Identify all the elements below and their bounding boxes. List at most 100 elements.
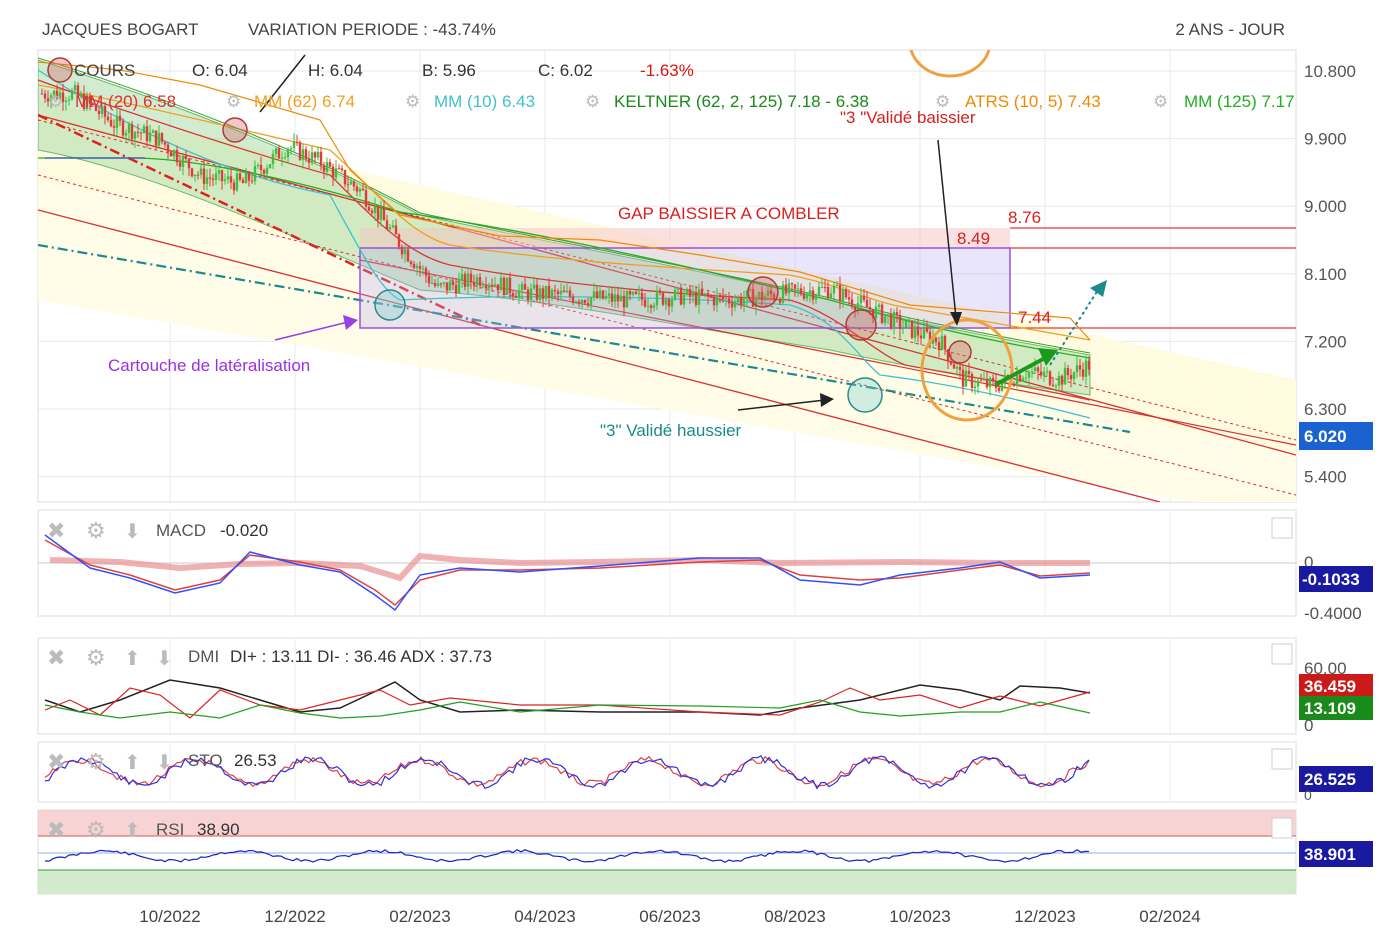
legend-mm10[interactable]: ⚙ MM (10) 6.43 (405, 92, 535, 111)
candle-body (892, 312, 896, 329)
legend-atrs[interactable]: ⚙ ATRS (10, 5) 7.43 (935, 92, 1101, 111)
candle-body (520, 284, 524, 291)
close-icon[interactable]: ✖ (47, 645, 65, 670)
candle-body (394, 225, 398, 235)
legend-cours[interactable]: COURS (74, 61, 135, 80)
legend-mm125[interactable]: ⚙ MM (125) 7.17 (1153, 92, 1295, 111)
gear-icon[interactable]: ⚙ (86, 817, 106, 842)
candle-body (877, 304, 881, 307)
candle-body (1084, 360, 1088, 377)
candle-body (694, 292, 698, 305)
legend-keltner[interactable]: ⚙ KELTNER (62, 2, 125) 7.18 - 6.38 (585, 92, 869, 111)
gear-icon[interactable]: ⚙ (86, 518, 106, 543)
last-price-badge (1299, 422, 1373, 450)
candle-body (151, 130, 155, 133)
macd-signal-line (44, 539, 1091, 606)
candle-body (760, 291, 764, 301)
candle-body (175, 150, 179, 163)
gear-icon[interactable]: ⚙ (1153, 92, 1168, 111)
candle-body (328, 162, 332, 167)
candle-body (799, 288, 803, 295)
candle-body (253, 165, 257, 182)
candle-body (256, 164, 260, 166)
candle-body (106, 116, 110, 120)
arrow-down-icon[interactable]: ⬇ (156, 648, 173, 670)
checkbox[interactable] (1271, 643, 1293, 665)
checkbox[interactable] (1271, 748, 1293, 770)
gear-icon[interactable]: ⚙ (405, 92, 420, 111)
candle-body (985, 379, 989, 388)
candle-body (289, 147, 293, 150)
candle-body (916, 326, 920, 336)
close-icon[interactable]: ✖ (47, 817, 65, 842)
candle-body (109, 119, 113, 127)
gear-icon[interactable]: ⚙ (86, 749, 106, 774)
close-icon[interactable]: ✖ (47, 518, 65, 543)
adx-line (44, 679, 1091, 716)
candle-body (52, 90, 56, 96)
candle-body (298, 142, 302, 160)
dmi-tick-60: 60.00 (1304, 659, 1347, 678)
gear-icon[interactable]: ⚙ (86, 645, 106, 670)
arrow-up-icon[interactable]: ⬆ (124, 820, 141, 842)
sto-last-label: 26.525 (1304, 770, 1356, 789)
candle-body (988, 377, 992, 388)
candle-body (421, 268, 425, 270)
dmi-grid (169, 638, 1171, 734)
candle-body (1042, 371, 1046, 376)
legend-mm20[interactable]: ⚙ MM (20) 6.58 (48, 92, 176, 111)
candle-body (478, 277, 482, 286)
close-icon[interactable]: ✖ (47, 749, 65, 774)
candle-body (58, 92, 62, 99)
candle-body (964, 370, 968, 387)
candle-body (661, 292, 665, 305)
candle-body (127, 124, 131, 133)
pivot-circle-3 (747, 276, 779, 308)
gear-icon[interactable]: ⚙ (935, 92, 950, 111)
candle-body (739, 297, 743, 306)
candle-body (265, 168, 269, 174)
candle-body (118, 115, 122, 121)
candle-body (979, 380, 983, 382)
gear-icon[interactable]: ⚙ (226, 92, 241, 111)
candle-body (745, 290, 749, 300)
di-minus-line (44, 687, 1091, 719)
candle-body (220, 170, 224, 182)
candle-body (232, 182, 236, 191)
candle-body (70, 90, 74, 100)
candle-body (931, 337, 935, 344)
arrow-down-icon[interactable]: ⬇ (156, 752, 173, 774)
candle-body (514, 296, 518, 298)
candle-body (550, 289, 554, 299)
channel-line-dotted-1 (38, 174, 1296, 496)
legend-mm62[interactable]: ⚙ MM (62) 6.74 (226, 92, 355, 111)
candle-body (43, 93, 47, 99)
candle-body (631, 291, 635, 295)
arrow-down-icon[interactable]: ⬇ (124, 521, 141, 543)
period-selector[interactable]: 2 ANS - JOUR (1175, 20, 1285, 39)
candle-body (346, 184, 350, 186)
candle-body (286, 149, 290, 158)
candle-body (73, 85, 77, 91)
sto-name: STO (188, 751, 223, 770)
candle-body (610, 293, 614, 302)
gear-icon[interactable]: ⚙ (48, 92, 63, 111)
candle-body (823, 286, 827, 288)
candle-body (607, 293, 611, 297)
candle-body (1063, 368, 1067, 385)
gear-icon[interactable]: ⚙ (585, 92, 600, 111)
candle-body (772, 294, 776, 300)
candle-body (427, 275, 431, 284)
macd-last-badge (1299, 566, 1373, 592)
candle-body (601, 290, 605, 299)
arrow-up-icon[interactable]: ⬆ (124, 752, 141, 774)
checkbox[interactable] (1271, 817, 1293, 839)
legend-change: -1.63% (640, 61, 694, 80)
candle-body (94, 104, 98, 111)
arrow-up-icon[interactable]: ⬆ (124, 648, 141, 670)
candle-body (316, 151, 320, 158)
candle-body (325, 162, 329, 172)
checkbox[interactable] (1271, 517, 1293, 539)
candle-body (883, 316, 887, 323)
